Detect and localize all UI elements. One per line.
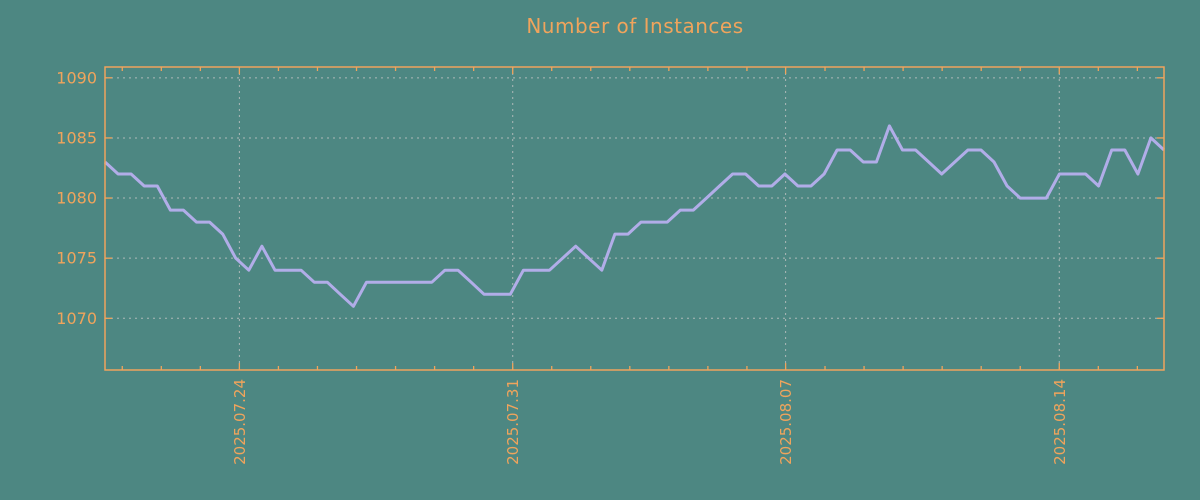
y-tick-label: 1075 <box>56 249 97 268</box>
grid-lines <box>105 67 1164 370</box>
x-tick-label: 2025.08.14 <box>1051 379 1069 465</box>
x-tick-label: 2025.08.07 <box>777 379 795 465</box>
y-tick-labels: 1070 1075 1080 1085 1090 <box>56 68 97 327</box>
x-tick-label: 2025.07.24 <box>231 379 249 465</box>
plot-border <box>104 66 1165 371</box>
y-tick-label: 1085 <box>56 128 97 147</box>
axis-ticks <box>105 67 1164 370</box>
series-line <box>103 124 1166 308</box>
x-tick-labels: 2025.07.24 2025.07.31 2025.08.07 2025.08.14 <box>231 379 1069 465</box>
chart-title: Number of Instances <box>526 14 744 38</box>
y-tick-label: 1090 <box>56 68 97 87</box>
y-tick-label: 1070 <box>56 309 97 328</box>
y-tick-label: 1080 <box>56 189 97 208</box>
x-tick-label: 2025.07.31 <box>504 379 522 465</box>
